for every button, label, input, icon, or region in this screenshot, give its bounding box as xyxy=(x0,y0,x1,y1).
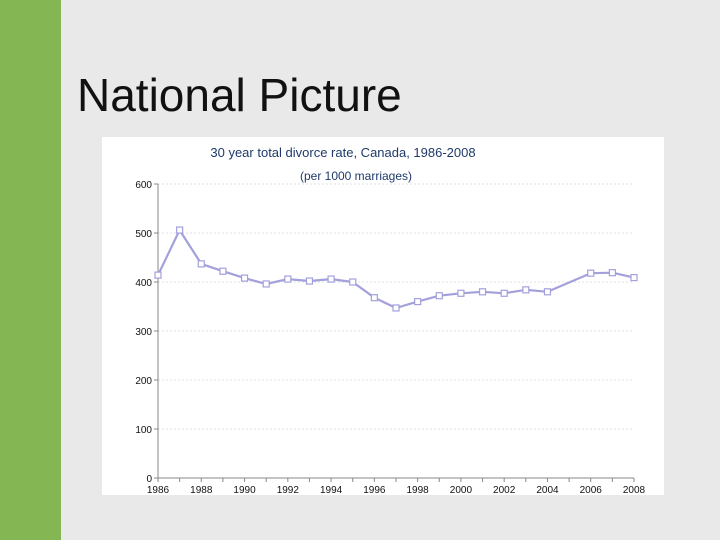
y-tick-label: 0 xyxy=(146,474,152,485)
chart-subtitle: (per 1000 marriages) xyxy=(300,169,412,183)
chart-title: 30 year total divorce rate, Canada, 1986… xyxy=(210,145,475,160)
data-point-1999 xyxy=(435,292,443,300)
data-point-1988 xyxy=(197,260,205,268)
data-point-2007 xyxy=(608,269,616,277)
data-point-2006 xyxy=(587,269,595,277)
data-point-1992 xyxy=(284,275,292,283)
x-tick-label: 1994 xyxy=(320,485,343,495)
slide-title: National Picture xyxy=(77,69,402,121)
series xyxy=(154,226,638,312)
x-tick-label: 2002 xyxy=(493,485,516,495)
data-point-1996 xyxy=(370,294,378,302)
y-tick-labels: 0 100 200 300 400 500 600 xyxy=(135,180,152,485)
y-tick-label: 500 xyxy=(135,229,152,240)
x-tick-label: 1992 xyxy=(277,485,300,495)
data-point-1990 xyxy=(240,274,249,282)
data-point-1998 xyxy=(414,298,422,306)
data-point-2002 xyxy=(500,289,508,297)
x-tick-labels: 1986 1988 1990 1992 1994 1996 1998 2000 2002 2004… xyxy=(147,485,646,495)
x-tick-label: 1988 xyxy=(190,485,213,495)
gridlines xyxy=(158,183,634,430)
data-point-2004 xyxy=(543,288,552,296)
data-point-1986 xyxy=(154,271,162,279)
data-point-1994 xyxy=(327,275,335,283)
x-tick-label: 1986 xyxy=(147,485,170,495)
data-point-1991 xyxy=(262,280,270,288)
series-line xyxy=(157,228,635,310)
y-tick-label: 200 xyxy=(135,376,152,387)
accent-bar xyxy=(0,0,61,540)
data-point-2001 xyxy=(478,288,487,296)
x-tick-label: 2006 xyxy=(580,485,603,495)
data-point-1993 xyxy=(305,277,314,285)
data-point-1987 xyxy=(176,226,184,234)
x-tick-label: 1998 xyxy=(407,485,430,495)
data-point-2008 xyxy=(630,273,638,282)
x-tick-label: 1996 xyxy=(363,485,386,495)
divorce-rate-chart: 30 year total divorce rate, Canada, 1986… xyxy=(135,145,646,495)
data-point-1997 xyxy=(392,304,400,312)
x-tick-label: 2008 xyxy=(623,485,646,495)
data-point-2000 xyxy=(457,289,465,297)
y-tick-label: 600 xyxy=(135,180,152,191)
x-tick-label: 1990 xyxy=(233,485,256,495)
x-tick-label: 2000 xyxy=(450,485,473,495)
y-tick-label: 300 xyxy=(135,327,152,338)
data-point-1995 xyxy=(349,278,357,286)
data-point-2003 xyxy=(522,286,530,294)
axes xyxy=(154,183,635,482)
data-point-1989 xyxy=(219,267,227,275)
chart-panel: 30 year total divorce rate, Canada, 1986… xyxy=(102,137,664,495)
y-tick-label: 400 xyxy=(135,278,152,289)
x-tick-label: 2004 xyxy=(536,485,559,495)
y-tick-label: 100 xyxy=(135,425,152,436)
